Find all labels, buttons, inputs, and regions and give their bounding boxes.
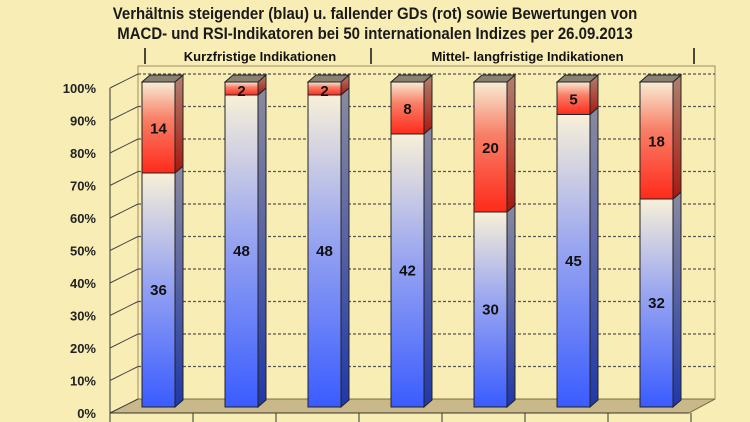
depth-tick xyxy=(109,301,139,316)
bar-red-segment xyxy=(141,81,176,174)
depth-tick xyxy=(109,398,139,414)
bar-red-label: 8 xyxy=(403,101,411,118)
y-tick-label: 30% xyxy=(70,309,96,324)
bar-red-label: 5 xyxy=(569,91,577,108)
bar-top xyxy=(638,74,683,83)
bar-red-label: 2 xyxy=(237,83,245,100)
group-label: Mittel- langfristige Indikationen xyxy=(431,49,623,64)
y-tick-label: 100% xyxy=(63,81,97,96)
bar-red-side xyxy=(672,73,682,201)
bar-blue-label: 48 xyxy=(233,243,250,260)
bar-blue-segment xyxy=(390,133,425,408)
bar-blue-label: 36 xyxy=(150,282,167,299)
depth-tick xyxy=(109,171,139,186)
y-tick-label: 80% xyxy=(70,146,96,161)
bar-red-label: 14 xyxy=(150,121,167,138)
bar-red-side xyxy=(423,73,433,136)
bar-blue-side xyxy=(506,203,516,409)
bar-blue-side xyxy=(672,190,682,409)
depth-tick xyxy=(109,138,139,154)
bar-blue-segment xyxy=(556,114,591,408)
bar-blue-segment xyxy=(141,172,176,408)
y-tick-label: 20% xyxy=(70,341,96,356)
y-tick-label: 70% xyxy=(70,179,96,194)
bar-red-side xyxy=(506,73,516,214)
bar-blue-label: 48 xyxy=(316,243,333,260)
depth-tick xyxy=(109,73,139,89)
bar-blue-side xyxy=(174,164,184,409)
bar-red-segment xyxy=(473,81,508,213)
bar-top xyxy=(140,74,185,83)
y-tick-label: 10% xyxy=(70,374,96,389)
depth-tick xyxy=(109,203,139,219)
bar-blue-label: 45 xyxy=(565,253,582,270)
bar-blue-segment xyxy=(224,94,259,408)
y-tick-label: 60% xyxy=(70,211,96,226)
bar-blue-label: 42 xyxy=(399,263,416,280)
bar-blue-label: 32 xyxy=(648,295,665,312)
bar-blue-segment xyxy=(473,211,508,408)
bar-top xyxy=(389,74,434,83)
bar-top xyxy=(472,74,517,83)
bar-top xyxy=(223,74,268,83)
group-label: Kurzfristige Indikationen xyxy=(184,49,336,64)
depth-tick xyxy=(109,333,139,349)
y-tick-label: 40% xyxy=(70,276,96,291)
bar-red-label: 18 xyxy=(648,134,665,151)
y-tick-label: 90% xyxy=(70,114,96,129)
chart-title-line1: Verhältnis steigender (blau) u. fallende… xyxy=(112,4,638,23)
bar-red-label: 20 xyxy=(482,140,499,157)
y-tick-label: 0% xyxy=(77,406,96,421)
bar-top xyxy=(555,74,600,83)
depth-tick xyxy=(109,366,139,381)
chart-title-line2: MACD- und RSI-Indikatoren bei 50 interna… xyxy=(117,24,633,43)
bar-blue-label: 30 xyxy=(482,302,499,319)
depth-tick xyxy=(109,268,139,284)
bar-red-segment xyxy=(556,81,591,115)
bar-blue-side xyxy=(340,86,350,409)
bar-blue-side xyxy=(423,125,433,409)
depth-tick xyxy=(109,236,139,251)
y-tick-label: 50% xyxy=(70,244,96,259)
bar-top xyxy=(306,74,351,83)
bar-blue-side xyxy=(589,106,599,409)
bar-blue-side xyxy=(257,86,267,409)
bar-red-side xyxy=(174,73,184,175)
depth-tick xyxy=(109,106,139,121)
bar-red-label: 2 xyxy=(320,83,328,100)
